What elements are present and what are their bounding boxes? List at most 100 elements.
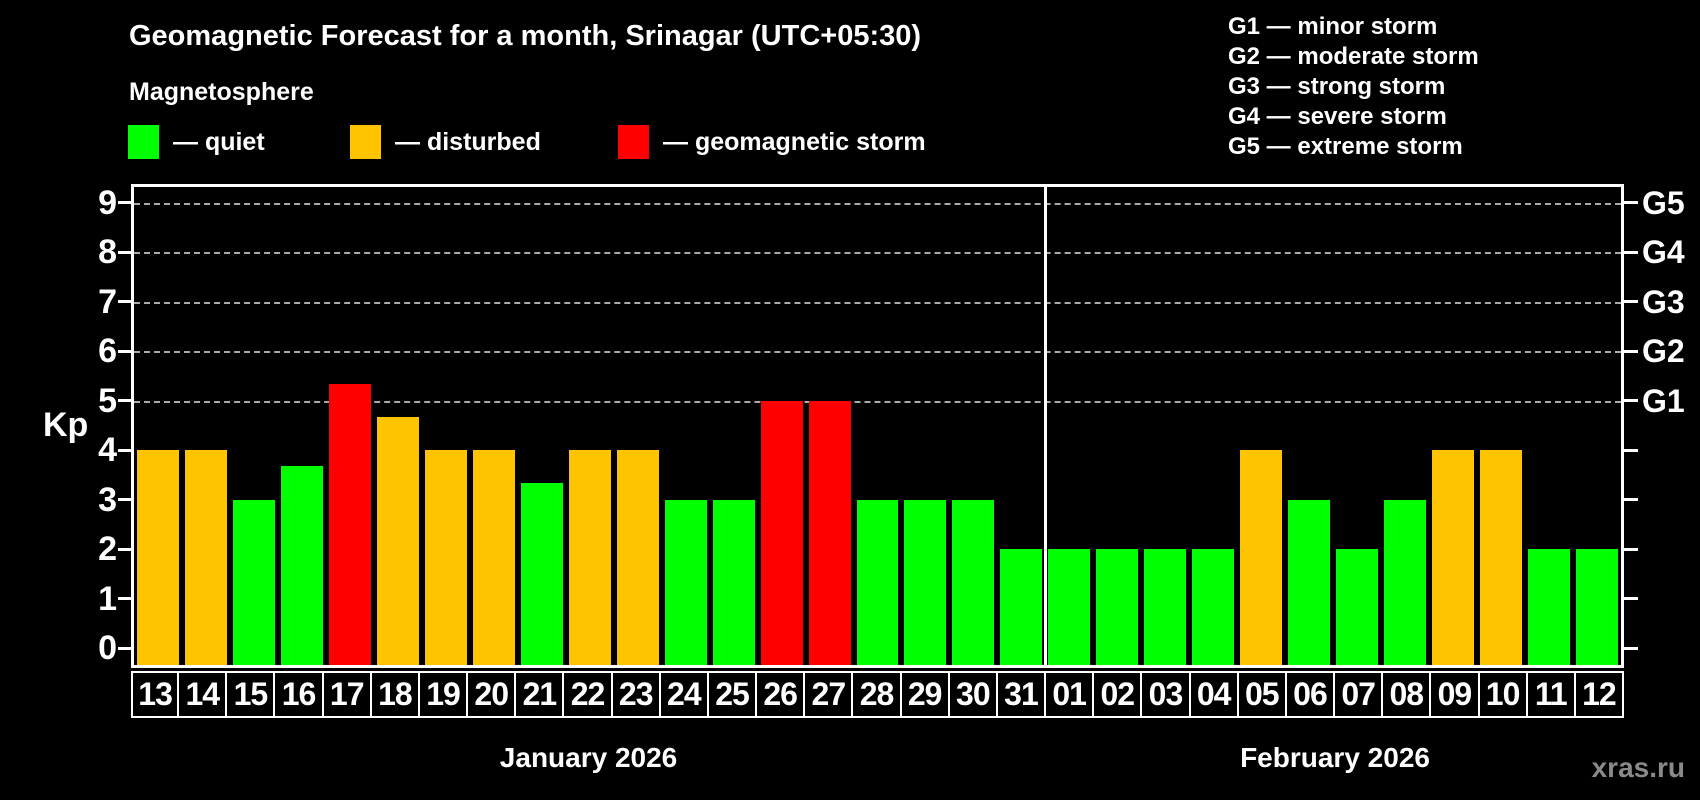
bar-day-30 (952, 499, 995, 665)
bar-day-09 (1432, 450, 1475, 665)
gridline-kp7 (134, 301, 1621, 304)
g-legend-line-3: G3 — strong storm (1228, 73, 1446, 100)
bar-day-21 (520, 483, 563, 665)
bar-day-02 (1096, 549, 1139, 665)
ytick-left-2 (118, 547, 131, 551)
g-legend-line-1: G1 — minor storm (1228, 13, 1438, 40)
ytick-left-0 (118, 646, 131, 650)
magnetosphere-label: Magnetosphere (129, 78, 314, 106)
ytick-right-1 (1624, 597, 1638, 600)
ytick-left-1 (118, 597, 131, 600)
legend-label-storm: — geomagnetic storm (663, 127, 926, 156)
gridline-kp9 (134, 202, 1621, 205)
date-box-31: 31 (995, 671, 1047, 718)
g-axis-label-g1: G1 (1642, 382, 1685, 419)
date-box-15: 15 (225, 671, 276, 718)
month-label-february: February 2026 (1240, 742, 1430, 773)
ytick-label-3: 3 (98, 480, 117, 519)
legend-item-quiet: — quiet (128, 124, 265, 160)
bar-day-15 (232, 499, 275, 665)
bar-day-12 (1576, 549, 1618, 665)
bar-day-08 (1384, 499, 1427, 665)
ytick-left-7 (118, 300, 131, 303)
date-box-29: 29 (899, 671, 950, 718)
g-axis-label-g5: G5 (1642, 184, 1685, 221)
ytick-left-9 (118, 201, 131, 204)
bar-day-19 (424, 450, 467, 665)
bar-day-25 (712, 499, 755, 665)
g-axis-label-g2: G2 (1642, 333, 1685, 369)
date-box-26: 26 (755, 671, 806, 718)
g-legend-line-4: G4 — severe storm (1228, 103, 1447, 130)
date-box-02: 02 (1092, 671, 1143, 718)
watermark: xras.ru (1591, 752, 1685, 783)
bar-day-04 (1192, 549, 1235, 665)
bar-day-16 (280, 466, 323, 665)
bar-day-17 (328, 384, 371, 665)
bar-day-29 (904, 499, 947, 665)
gridline-kp8 (134, 252, 1621, 254)
date-box-19: 19 (417, 671, 469, 718)
date-box-27: 27 (803, 671, 854, 718)
g-legend-line-5: G5 — extreme storm (1228, 133, 1463, 160)
date-box-21: 21 (514, 671, 565, 718)
bar-day-31 (1000, 549, 1043, 665)
ytick-left-6 (118, 349, 131, 353)
bar-day-26 (760, 400, 803, 665)
bar-day-24 (664, 499, 707, 665)
bar-day-05 (1240, 450, 1283, 665)
date-box-12: 12 (1573, 671, 1624, 718)
ytick-right-6 (1624, 349, 1638, 353)
date-box-05: 05 (1236, 671, 1287, 718)
bar-day-18 (376, 416, 419, 665)
date-box-13: 13 (131, 671, 180, 718)
legend-swatch-storm-icon (618, 125, 649, 159)
legend-label-quiet: — quiet (173, 127, 265, 156)
month-separator (1043, 187, 1047, 665)
date-box-01: 01 (1044, 671, 1095, 718)
ytick-right-9 (1624, 201, 1638, 204)
ytick-right-7 (1624, 300, 1638, 303)
bar-day-22 (568, 450, 611, 665)
plot-area (131, 184, 1624, 668)
ytick-left-3 (118, 498, 131, 501)
date-box-23: 23 (610, 671, 661, 718)
ytick-right-5 (1624, 399, 1638, 402)
date-box-06: 06 (1284, 671, 1336, 718)
bar-day-28 (856, 499, 899, 665)
ytick-label-6: 6 (98, 332, 117, 370)
date-box-08: 08 (1381, 671, 1432, 718)
ytick-label-8: 8 (98, 233, 117, 271)
date-box-20: 20 (466, 671, 517, 718)
ytick-right-8 (1624, 250, 1638, 254)
bar-day-20 (472, 450, 515, 665)
ytick-left-5 (118, 399, 131, 402)
bar-day-27 (808, 400, 851, 665)
g-legend-line-2: G2 — moderate storm (1228, 43, 1479, 70)
date-box-30: 30 (947, 671, 998, 718)
ytick-right-0 (1624, 646, 1638, 650)
date-box-07: 07 (1333, 671, 1384, 718)
date-box-17: 17 (321, 671, 372, 718)
date-box-24: 24 (658, 671, 709, 718)
ytick-left-4 (118, 448, 131, 452)
legend-label-disturbed: — disturbed (395, 127, 541, 156)
bar-day-03 (1144, 549, 1187, 665)
ytick-label-4: 4 (98, 431, 117, 469)
date-box-18: 18 (369, 671, 420, 718)
ytick-label-9: 9 (98, 183, 117, 222)
g-axis-label-g3: G3 (1642, 283, 1685, 320)
bar-day-06 (1288, 499, 1331, 665)
date-box-25: 25 (706, 671, 758, 718)
ytick-label-1: 1 (98, 579, 117, 618)
date-box-10: 10 (1477, 671, 1528, 718)
month-label-january: January 2026 (499, 742, 678, 773)
ytick-right-4 (1624, 448, 1638, 452)
date-box-03: 03 (1140, 671, 1191, 718)
kp-axis-label: Kp (43, 406, 89, 444)
ytick-right-3 (1624, 498, 1638, 501)
ytick-right-2 (1624, 547, 1638, 551)
date-box-09: 09 (1429, 671, 1480, 718)
date-box-28: 28 (851, 671, 902, 718)
